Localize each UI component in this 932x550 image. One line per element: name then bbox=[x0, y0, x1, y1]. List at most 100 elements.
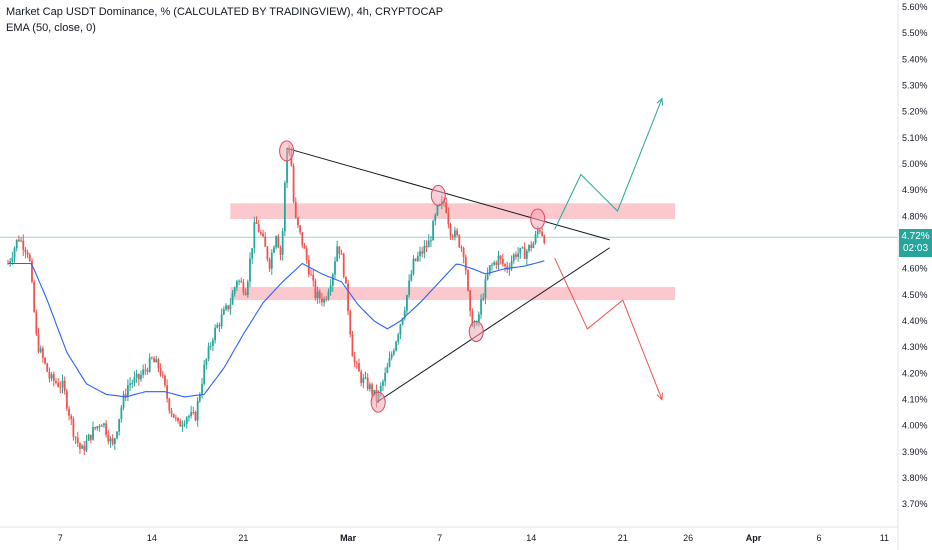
candle-down bbox=[310, 274, 312, 276]
candle-down bbox=[471, 311, 474, 327]
last-price-tag[interactable]: 4.72% 02:03 bbox=[899, 229, 932, 257]
candle-up bbox=[148, 357, 151, 372]
y-axis-tick-label: 5.00% bbox=[902, 159, 928, 169]
candle-down bbox=[349, 311, 352, 335]
pivot-markers[interactable] bbox=[279, 140, 546, 413]
candle-down bbox=[172, 413, 175, 418]
candle-up bbox=[419, 251, 421, 257]
candle-up bbox=[85, 440, 88, 451]
candle-down bbox=[305, 248, 308, 261]
candle-down bbox=[292, 165, 295, 202]
candle-down bbox=[299, 225, 302, 233]
candle-down bbox=[164, 375, 166, 386]
candle-down bbox=[37, 333, 40, 352]
bearish-projection-path[interactable] bbox=[554, 257, 663, 400]
y-axis-tick-label: 4.60% bbox=[902, 264, 928, 274]
candle-up bbox=[536, 230, 539, 235]
candle-up bbox=[249, 258, 251, 282]
candle-down bbox=[105, 423, 107, 435]
candle-down bbox=[325, 298, 328, 300]
candle-down bbox=[321, 298, 323, 303]
candle-down bbox=[414, 258, 417, 261]
candle-up bbox=[283, 182, 286, 232]
ema-indicator-label[interactable]: EMA (50, close, 0) bbox=[6, 22, 96, 34]
candle-down bbox=[501, 258, 504, 264]
candle-down bbox=[301, 232, 304, 246]
candle-up bbox=[238, 280, 240, 282]
candle-up bbox=[412, 258, 415, 275]
candle-down bbox=[83, 445, 86, 451]
candle-up bbox=[11, 257, 14, 262]
candle-up bbox=[100, 425, 103, 427]
candle-down bbox=[177, 417, 179, 422]
candle-up bbox=[222, 309, 225, 315]
candle-down bbox=[150, 357, 153, 359]
candle-up bbox=[225, 305, 227, 310]
candle-up bbox=[427, 240, 430, 248]
x-axis-tick-label: Mar bbox=[340, 533, 357, 543]
trendline-layer[interactable] bbox=[286, 147, 610, 403]
candle-up bbox=[87, 434, 90, 441]
candle-down bbox=[194, 412, 197, 421]
ema-line[interactable] bbox=[8, 260, 545, 398]
candle-up bbox=[436, 205, 439, 215]
candle-up bbox=[207, 346, 210, 360]
candle-up bbox=[286, 149, 288, 183]
candle-up bbox=[484, 279, 487, 298]
candle-down bbox=[297, 217, 299, 226]
candle-down bbox=[146, 370, 149, 372]
candle-up bbox=[388, 358, 391, 367]
pivot-circle-marker bbox=[370, 391, 386, 413]
candle-up bbox=[491, 264, 493, 266]
candle-up bbox=[368, 384, 371, 389]
candle-down bbox=[124, 394, 127, 397]
y-axis-tick-label: 4.00% bbox=[902, 421, 928, 431]
y-axis-tick-label: 4.10% bbox=[902, 395, 928, 405]
candle-up bbox=[127, 385, 129, 397]
candle-down bbox=[41, 348, 44, 358]
x-axis[interactable]: 7 14 21 Mar 7 14 21 26 Apr 6 11 bbox=[0, 526, 898, 543]
candle-down bbox=[543, 235, 546, 243]
candle-up bbox=[399, 324, 402, 335]
candle-up bbox=[390, 354, 393, 359]
candlestick-series[interactable] bbox=[7, 144, 546, 456]
candle-down bbox=[312, 275, 315, 281]
candle-down bbox=[469, 290, 472, 312]
y-axis-tick-label: 4.90% bbox=[902, 185, 928, 195]
candle-down bbox=[523, 247, 526, 259]
candle-up bbox=[432, 221, 434, 241]
candle-up bbox=[525, 250, 528, 259]
candle-up bbox=[133, 377, 136, 383]
candle-down bbox=[342, 253, 345, 277]
bullish-projection-path[interactable] bbox=[554, 98, 663, 230]
y-axis-tick-label: 4.40% bbox=[902, 316, 928, 326]
candle-down bbox=[353, 356, 356, 363]
x-axis-tick-label: 11 bbox=[880, 533, 889, 543]
candle-down bbox=[268, 259, 271, 269]
candle-down bbox=[338, 246, 341, 254]
candle-up bbox=[181, 425, 184, 427]
candle-up bbox=[129, 383, 131, 386]
candle-up bbox=[397, 334, 400, 342]
candle-down bbox=[449, 224, 452, 236]
candle-up bbox=[273, 247, 275, 253]
candle-down bbox=[65, 390, 68, 409]
bar-countdown: 02:03 bbox=[902, 243, 929, 254]
candle-up bbox=[118, 419, 121, 432]
candle-down bbox=[460, 246, 463, 249]
candle-down bbox=[218, 324, 221, 327]
y-axis[interactable]: 5.60% 5.50% 5.40% 5.30% 5.20% 5.10% 5.00% 4.90%… bbox=[897, 0, 928, 550]
x-axis-tick-label: 21 bbox=[618, 533, 628, 543]
candle-up bbox=[253, 222, 256, 249]
candle-down bbox=[24, 249, 27, 253]
y-axis-tick-label: 4.20% bbox=[902, 368, 928, 378]
price-zone bbox=[230, 287, 676, 301]
candle-up bbox=[532, 243, 535, 248]
triangle-trendline bbox=[376, 247, 610, 403]
candle-down bbox=[35, 311, 38, 334]
candle-down bbox=[244, 292, 247, 295]
candle-up bbox=[113, 438, 116, 445]
candle-down bbox=[358, 363, 360, 372]
candle-up bbox=[275, 236, 278, 248]
